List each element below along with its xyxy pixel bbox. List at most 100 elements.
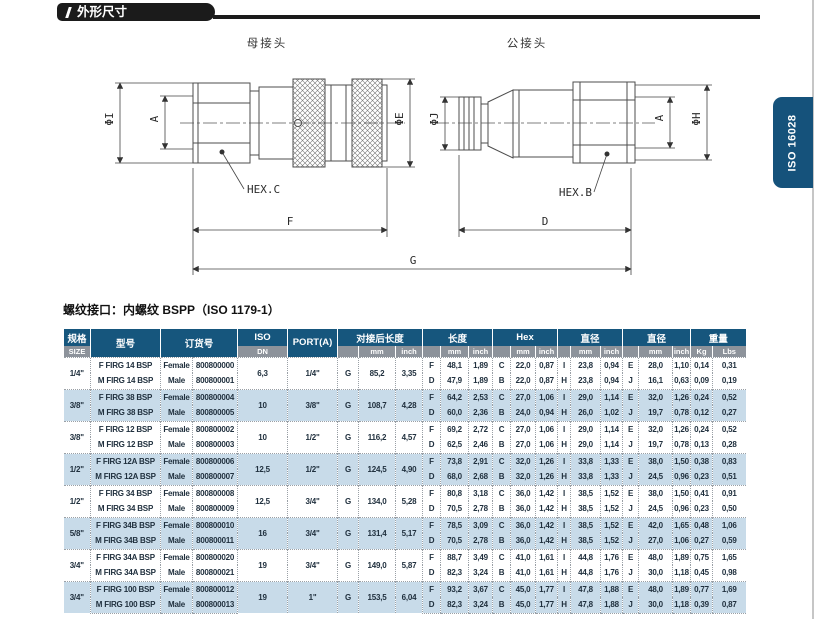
length-letter-cell: F <box>422 516 441 533</box>
size-cell: 5/8" <box>63 516 91 549</box>
coupled-length-inch-cell: 6,04 <box>395 580 423 613</box>
diameter1-letter-cell: I <box>557 516 571 533</box>
table-row-female: 1/2" F FIRG 34 BSP Female 800800008 12,5 3/4"… <box>63 484 746 517</box>
weight-lbs-cell: 0,59 <box>712 533 746 549</box>
length-letter-cell: F <box>422 580 441 597</box>
hex-mm-cell: 27,0 <box>510 437 536 453</box>
diameter1-letter-cell: I <box>557 388 571 405</box>
hex-mm-cell: 45,0 <box>510 597 536 614</box>
tab-notch-icon <box>65 6 72 18</box>
iso-standard-label: ISO 16028 <box>787 113 799 172</box>
iso-dn-cell: 10 <box>237 420 288 453</box>
length-mm-cell: 88,7 <box>440 548 469 565</box>
header-blank <box>422 346 441 357</box>
weight-kg-cell: 0,39 <box>690 597 713 614</box>
length-mm-cell: 80,8 <box>440 484 469 501</box>
diameter2-mm-cell: 28,0 <box>638 356 673 373</box>
gender-cell: Male <box>160 373 193 389</box>
gender-cell: Female <box>160 356 193 373</box>
weight-kg-cell: 0,75 <box>690 548 713 565</box>
gender-cell: Male <box>160 437 193 453</box>
length-inch-cell: 2,53 <box>468 388 493 405</box>
weight-lbs-cell: 0,19 <box>712 373 746 389</box>
port-cell: 3/4" <box>287 516 338 549</box>
weight-lbs-cell: 0,91 <box>712 484 746 501</box>
hex-mm-cell: 36,0 <box>510 484 536 501</box>
coupled-length-inch-cell: 4,90 <box>395 452 423 485</box>
header-iso: ISO <box>237 329 288 346</box>
weight-kg-cell: 0,24 <box>690 388 713 405</box>
header-diameter-2: 直径 <box>622 329 691 346</box>
length-inch-cell: 1,89 <box>468 373 493 389</box>
hex-inch-cell: 1,77 <box>535 580 558 597</box>
dim-phi-i-label: ΦI <box>103 112 116 125</box>
dim-phi-e-label: ΦE <box>393 112 406 125</box>
weight-lbs-cell: 0,52 <box>712 420 746 437</box>
diameter2-letter-cell: J <box>622 501 639 517</box>
table-row-male: M FIRG 12 BSP Male 800800003 D 62,5 2,46 B 27,0… <box>64 437 746 453</box>
header-mm: mm <box>510 346 536 357</box>
hex-letter-cell: C <box>492 388 511 405</box>
header-kg: Kg <box>690 346 713 357</box>
hex-letter-cell: B <box>492 565 511 581</box>
header-diameter-1: 直径 <box>557 329 623 346</box>
dim-g-label: G <box>410 254 417 267</box>
hex-c-label: HEX.C <box>247 183 280 196</box>
table-row-female: 3/8" F FIRG 12 BSP Female 800800002 10 1/2" G 1… <box>63 420 746 453</box>
length-letter-cell: F <box>422 548 441 565</box>
length-mm-cell: 78,5 <box>440 516 469 533</box>
hex-inch-cell: 1,42 <box>535 484 558 501</box>
diameter2-letter-cell: E <box>622 580 639 597</box>
length-letter-cell: F <box>422 420 441 437</box>
hex-inch-cell: 1,42 <box>535 516 558 533</box>
hex-inch-cell: 1,26 <box>535 469 558 485</box>
header-inch: inch <box>535 346 558 357</box>
model-cell: M FIRG 38 BSP <box>90 405 161 421</box>
length-inch-cell: 3,24 <box>468 597 493 614</box>
hex-inch-cell: 1,06 <box>535 420 558 437</box>
hex-mm-cell: 24,0 <box>510 405 536 421</box>
gender-cell: Female <box>160 548 193 565</box>
diameter1-letter-cell: I <box>557 484 571 501</box>
length-mm-cell: 70,5 <box>440 533 469 549</box>
size-cell: 3/8" <box>63 388 91 421</box>
iso-dn-cell: 19 <box>237 548 288 581</box>
length-mm-cell: 48,1 <box>440 356 469 373</box>
hex-mm-cell: 36,0 <box>510 501 536 517</box>
coupled-length-inch-cell: 5,17 <box>395 516 423 549</box>
diameter2-mm-cell: 16,1 <box>638 373 673 389</box>
diameter2-inch-cell: 1,50 <box>672 484 691 501</box>
header-blank <box>557 346 571 357</box>
order-number-cell: 800800001 <box>191 373 238 389</box>
coupled-length-mm-cell: 116,2 <box>358 420 396 453</box>
hex-letter-cell: C <box>492 516 511 533</box>
length-inch-cell: 3,67 <box>468 580 493 597</box>
header-size-zh: 规格 <box>63 329 91 346</box>
diameter1-mm-cell: 38,5 <box>570 501 601 517</box>
diameter2-letter-cell: J <box>622 565 639 581</box>
weight-lbs-cell: 0,50 <box>712 501 746 517</box>
diameter2-letter-cell: J <box>622 405 639 421</box>
hex-mm-cell: 36,0 <box>510 533 536 549</box>
diameter1-letter-cell: I <box>557 548 571 565</box>
weight-lbs-cell: 0,31 <box>712 356 746 373</box>
weight-lbs-cell: 0,87 <box>712 597 746 614</box>
model-cell: M FIRG 12A BSP <box>90 469 161 485</box>
hex-letter-cell: C <box>492 356 511 373</box>
table-row-male: M FIRG 12A BSP Male 800800007 D 68,0 2,68 B 32,… <box>64 469 746 485</box>
order-number-cell: 800800008 <box>191 484 238 501</box>
gender-cell: Male <box>160 533 193 549</box>
dim-a-right-label: A <box>653 114 666 121</box>
diameter1-letter-cell: H <box>557 533 571 549</box>
order-number-cell: 800800000 <box>191 356 238 373</box>
weight-lbs-cell: 1,65 <box>712 548 746 565</box>
coupled-length-inch-cell: 4,57 <box>395 420 423 453</box>
hex-inch-cell: 1,42 <box>535 501 558 517</box>
diameter1-letter-cell: H <box>557 597 571 614</box>
coupled-length-mm-cell: 153,5 <box>358 580 396 613</box>
hex-letter-cell: B <box>492 533 511 549</box>
coupled-length-letter-cell: G <box>337 420 359 453</box>
hex-mm-cell: 32,0 <box>510 452 536 469</box>
length-mm-cell: 60,0 <box>440 405 469 421</box>
diameter2-mm-cell: 30,0 <box>638 597 673 614</box>
